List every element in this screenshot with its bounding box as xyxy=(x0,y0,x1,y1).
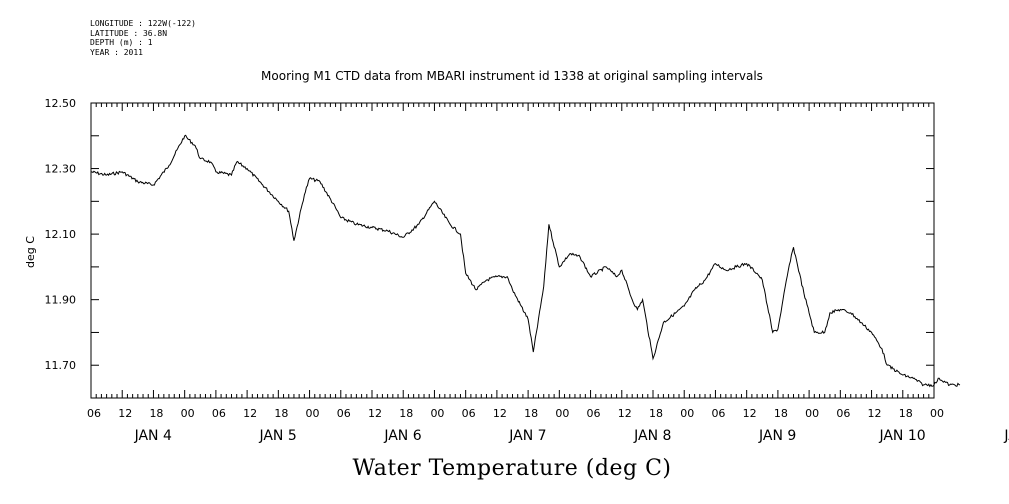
x-tick-label: 00 xyxy=(430,407,444,420)
x-tick-label: 06 xyxy=(337,407,351,420)
y-tick-label: 12.30 xyxy=(45,163,77,176)
x-tick-label: 12 xyxy=(493,407,507,420)
x-day-label: JAN 9 xyxy=(758,428,796,444)
x-tick-label: 06 xyxy=(711,407,725,420)
x-tick-label: 18 xyxy=(899,407,913,420)
x-tick-label: 00 xyxy=(306,407,320,420)
y-axis-label: deg C xyxy=(24,236,37,268)
x-tick-label: 18 xyxy=(649,407,663,420)
year-label: YEAR : 2011 xyxy=(90,47,143,57)
latitude-label: LATITUDE : 36.8N xyxy=(90,28,168,38)
x-tick-label: 18 xyxy=(399,407,413,420)
x-tick-label: 00 xyxy=(930,407,944,420)
x-axis: 06 12 18 00 06 12 18 00 06 12 18 00 06 12 18 00 06 12 18 00… xyxy=(87,103,1009,444)
x-day-label: JAN 10 xyxy=(878,428,925,444)
y-tick-label: 11.70 xyxy=(45,359,77,372)
x-tick-label: 06 xyxy=(836,407,850,420)
x-tick-label: 12 xyxy=(368,407,382,420)
x-tick-label: 18 xyxy=(774,407,788,420)
x-tick-label: 18 xyxy=(274,407,288,420)
chart-title: Mooring M1 CTD data from MBARI instrumen… xyxy=(261,69,763,83)
y-tick-label: 12.10 xyxy=(45,228,77,241)
x-day-label: JAN 7 xyxy=(508,428,546,444)
x-tick-label: 06 xyxy=(212,407,226,420)
x-tick-label: 06 xyxy=(87,407,101,420)
x-tick-label: 06 xyxy=(462,407,476,420)
y-tick-label: 11.90 xyxy=(45,294,77,307)
x-tick-label: 00 xyxy=(805,407,819,420)
temperature-series-line xyxy=(90,134,961,388)
metadata-block: LONGITUDE : 122W(-122) LATITUDE : 36.8N … xyxy=(90,19,196,57)
x-tick-label: 18 xyxy=(149,407,163,420)
series-group xyxy=(90,134,961,388)
x-day-label: JAN 6 xyxy=(383,428,421,444)
x-tick-label: 00 xyxy=(555,407,569,420)
x-tick-label: 12 xyxy=(118,407,132,420)
x-tick-label: 12 xyxy=(868,407,882,420)
x-tick-label: 12 xyxy=(243,407,257,420)
depth-label: DEPTH (m) : 1 xyxy=(90,38,153,47)
x-tick-label: 00 xyxy=(680,407,694,420)
x-day-label: JAN 11 xyxy=(1003,428,1009,444)
x-tick-label: 00 xyxy=(181,407,195,420)
x-tick-label: 12 xyxy=(618,407,632,420)
x-axis-label: Water Temperature (deg C) xyxy=(353,456,672,481)
y-tick-label: 12.50 xyxy=(45,97,77,110)
plot-frame xyxy=(90,102,935,399)
x-day-label: JAN 4 xyxy=(134,428,172,444)
plot-border xyxy=(90,102,935,399)
y-axis: 11.70 11.90 12.10 12.30 12.50 xyxy=(45,97,934,372)
x-tick-label: 06 xyxy=(587,407,601,420)
x-day-label: JAN 5 xyxy=(258,428,296,444)
longitude-label: LONGITUDE : 122W(-122) xyxy=(90,19,196,28)
x-tick-label: 18 xyxy=(524,407,538,420)
x-tick-label: 12 xyxy=(743,407,757,420)
x-day-label: JAN 8 xyxy=(633,428,671,444)
